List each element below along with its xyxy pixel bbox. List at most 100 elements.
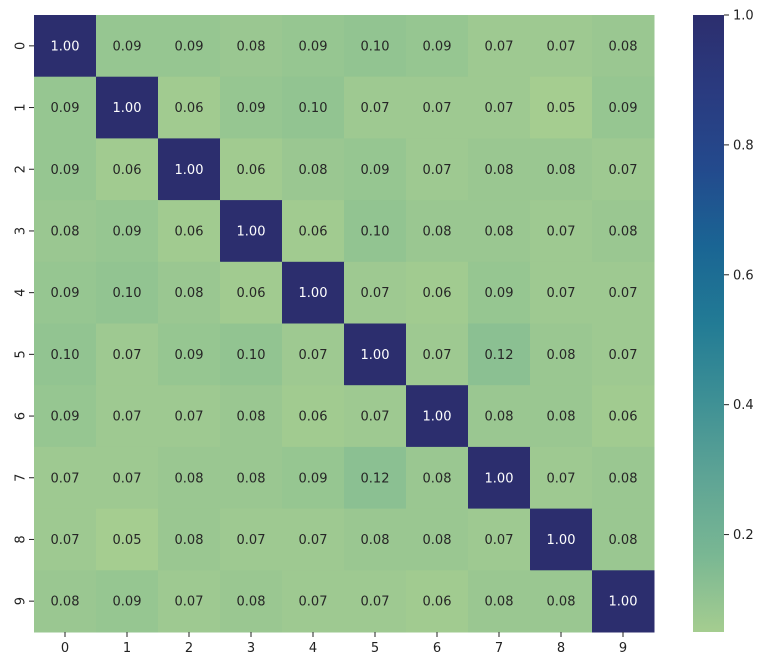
heatmap-cell-8-5 bbox=[344, 508, 407, 571]
heatmap-cell-4-4 bbox=[282, 261, 345, 324]
heatmap-cell-4-8 bbox=[530, 261, 593, 324]
heatmap-cell-1-1 bbox=[96, 76, 159, 139]
cell-annotation-9-0: 0.08 bbox=[51, 595, 80, 610]
heatmap-cell-6-7 bbox=[468, 385, 531, 448]
heatmap-cell-9-3 bbox=[220, 570, 283, 633]
heatmap-cell-8-7 bbox=[468, 508, 531, 571]
heatmap-cell-2-0 bbox=[34, 138, 97, 201]
heatmap-cell-7-4 bbox=[282, 446, 345, 510]
cell-annotation-2-8: 0.08 bbox=[547, 163, 576, 178]
cell-annotation-3-7: 0.08 bbox=[485, 224, 514, 239]
heatmap-cell-3-1 bbox=[96, 200, 159, 263]
cell-annotation-3-2: 0.06 bbox=[175, 224, 204, 239]
cell-annotation-2-0: 0.09 bbox=[51, 163, 80, 178]
cell-annotation-3-1: 0.09 bbox=[113, 224, 142, 239]
heatmap-cell-1-0 bbox=[34, 76, 97, 139]
heatmap-cell-1-5 bbox=[344, 76, 407, 139]
heatmap-cell-9-0 bbox=[34, 570, 97, 633]
cell-annotation-1-4: 0.10 bbox=[299, 101, 328, 116]
heatmap-cell-5-6 bbox=[406, 323, 469, 386]
heatmap-cell-7-5 bbox=[344, 446, 407, 510]
colorbar-tick-label: 0.6 bbox=[733, 268, 754, 283]
heatmap-cell-1-4 bbox=[282, 76, 345, 139]
heatmap-cell-8-3 bbox=[220, 508, 283, 571]
y-tick-label: 9 bbox=[14, 597, 29, 605]
heatmap-cell-0-1 bbox=[96, 15, 159, 78]
heatmap-cell-9-6 bbox=[406, 570, 469, 633]
cell-annotation-8-7: 0.07 bbox=[485, 533, 514, 548]
heatmap-cell-7-8 bbox=[530, 446, 593, 510]
heatmap-cell-2-7 bbox=[468, 138, 531, 201]
cell-annotation-2-7: 0.08 bbox=[485, 163, 514, 178]
cell-annotation-4-5: 0.07 bbox=[361, 286, 390, 301]
cell-annotation-6-8: 0.08 bbox=[547, 410, 576, 425]
y-tick-label: 2 bbox=[14, 165, 29, 173]
cell-annotation-4-9: 0.07 bbox=[609, 286, 638, 301]
heatmap-cell-2-5 bbox=[344, 138, 407, 201]
heatmap-cell-9-7 bbox=[468, 570, 531, 633]
cell-annotation-1-5: 0.07 bbox=[361, 101, 390, 116]
heatmap-cell-2-8 bbox=[530, 138, 593, 201]
heatmap-cell-7-2 bbox=[158, 446, 221, 510]
heatmap-cell-6-1 bbox=[96, 385, 159, 448]
cell-annotation-1-0: 0.09 bbox=[51, 101, 80, 116]
colorbar-tick-label: 0.4 bbox=[733, 398, 754, 413]
cell-annotation-8-2: 0.08 bbox=[175, 533, 204, 548]
cell-annotation-4-7: 0.09 bbox=[485, 286, 514, 301]
heatmap-cell-4-5 bbox=[344, 261, 407, 324]
heatmap-cell-3-5 bbox=[344, 200, 407, 263]
cell-annotation-9-2: 0.07 bbox=[175, 595, 204, 610]
cell-annotation-7-8: 0.07 bbox=[547, 471, 576, 486]
heatmap-cell-1-2 bbox=[158, 76, 221, 139]
cell-annotation-9-4: 0.07 bbox=[299, 595, 328, 610]
heatmap-cell-5-1 bbox=[96, 323, 159, 386]
heatmap-cell-2-9 bbox=[592, 138, 655, 201]
cell-annotation-2-5: 0.09 bbox=[361, 163, 390, 178]
heatmap-cell-3-8 bbox=[530, 200, 593, 263]
cell-annotation-7-4: 0.09 bbox=[299, 471, 328, 486]
y-tick-label: 0 bbox=[14, 42, 29, 50]
cell-annotation-3-3: 1.00 bbox=[237, 224, 266, 239]
cell-annotation-9-3: 0.08 bbox=[237, 595, 266, 610]
y-tick-label: 7 bbox=[14, 474, 29, 482]
y-tick-label: 4 bbox=[14, 289, 29, 297]
heatmap-cell-8-9 bbox=[592, 508, 655, 571]
cell-annotation-0-3: 0.08 bbox=[237, 39, 266, 54]
cell-annotation-4-0: 0.09 bbox=[51, 286, 80, 301]
colorbar-tick-label: 1.0 bbox=[733, 9, 754, 24]
x-tick-label: 2 bbox=[185, 641, 193, 656]
heatmap-cell-6-8 bbox=[530, 385, 593, 448]
heatmap-cell-0-7 bbox=[468, 15, 531, 78]
cell-annotation-8-5: 0.08 bbox=[361, 533, 390, 548]
x-tick-label: 3 bbox=[247, 641, 255, 656]
cell-annotation-3-0: 0.08 bbox=[51, 224, 80, 239]
cell-annotation-7-5: 0.12 bbox=[361, 471, 390, 486]
heatmap-cell-3-9 bbox=[592, 200, 655, 263]
cell-annotation-5-0: 0.10 bbox=[51, 348, 80, 363]
heatmap-cell-8-2 bbox=[158, 508, 221, 571]
heatmap-cell-6-5 bbox=[344, 385, 407, 448]
cell-annotation-1-1: 1.00 bbox=[113, 101, 142, 116]
heatmap-cell-3-6 bbox=[406, 200, 469, 263]
heatmap-cell-5-2 bbox=[158, 323, 221, 386]
x-tick-label: 1 bbox=[123, 641, 131, 656]
cell-annotation-9-8: 0.08 bbox=[547, 595, 576, 610]
heatmap-cell-4-7 bbox=[468, 261, 531, 324]
heatmap-cell-9-9 bbox=[592, 570, 655, 633]
heatmap-cell-0-3 bbox=[220, 15, 283, 78]
heatmap-cell-6-3 bbox=[220, 385, 283, 448]
cell-annotation-8-9: 0.08 bbox=[609, 533, 638, 548]
cell-annotation-5-8: 0.08 bbox=[547, 348, 576, 363]
cell-annotation-2-3: 0.06 bbox=[237, 163, 266, 178]
heatmap-cell-3-7 bbox=[468, 200, 531, 263]
heatmap-cell-1-8 bbox=[530, 76, 593, 139]
heatmap-cell-9-4 bbox=[282, 570, 345, 633]
cell-annotation-5-5: 1.00 bbox=[361, 348, 390, 363]
cell-annotation-0-7: 0.07 bbox=[485, 39, 514, 54]
cell-annotation-6-6: 1.00 bbox=[423, 410, 452, 425]
cell-annotation-7-7: 1.00 bbox=[485, 471, 514, 486]
heatmap-cell-0-0 bbox=[34, 15, 97, 78]
cell-annotation-0-0: 1.00 bbox=[51, 39, 80, 54]
heatmap-cell-0-9 bbox=[592, 15, 655, 78]
cell-annotation-7-9: 0.08 bbox=[609, 471, 638, 486]
